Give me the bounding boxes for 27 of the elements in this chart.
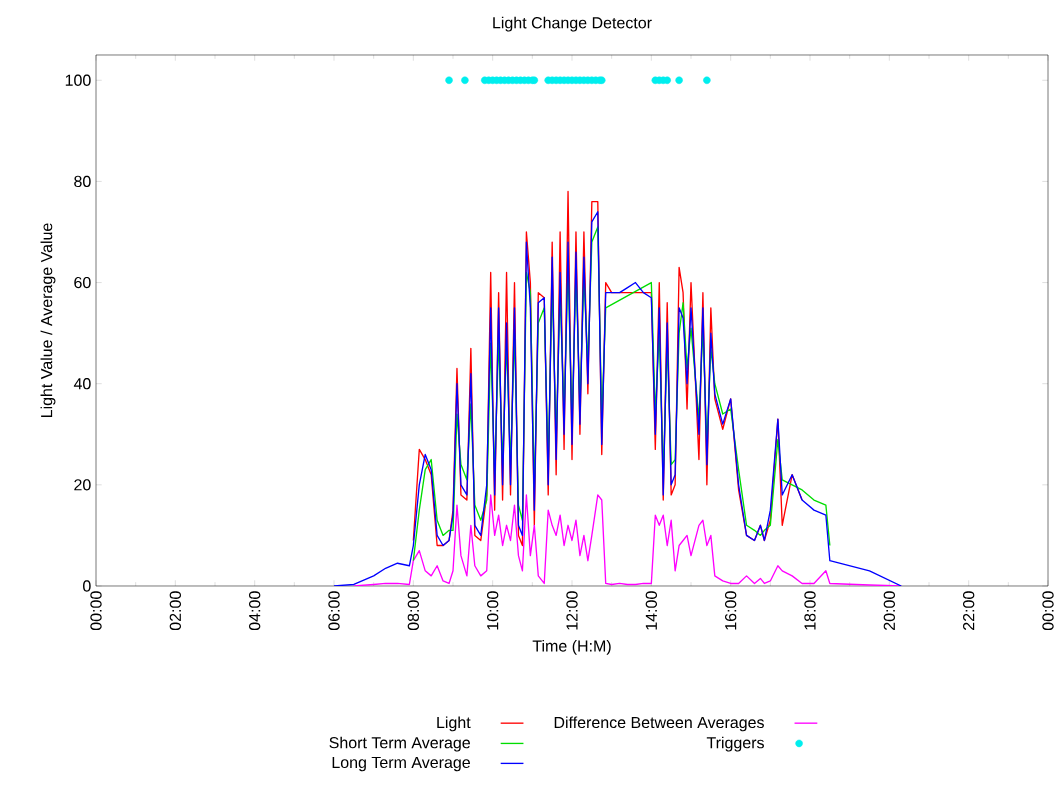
y-tick-label: 40	[73, 378, 91, 390]
legend-label: Light	[437, 716, 471, 732]
y-tick-label: 100	[65, 74, 91, 86]
x-tick-label: 12:00	[566, 591, 578, 630]
x-axis-title: Time (H:M)	[532, 639, 611, 655]
y-tick-label: 60	[74, 276, 91, 289]
y-tick-label: 80	[74, 175, 91, 188]
x-tick-label: 02:00	[169, 591, 181, 631]
x-tick-label: 14:00	[645, 591, 657, 630]
x-tick-label: 16:00	[725, 591, 737, 630]
chart-title: Light Change Detector	[493, 16, 652, 32]
x-tick-label: 00:00	[90, 591, 102, 631]
y-tick-label: 20	[74, 479, 91, 491]
x-tick-label: 10:00	[487, 591, 499, 630]
x-tick-label: 04:00	[249, 591, 261, 631]
x-tick-label: 20:00	[883, 591, 895, 630]
x-tick-label: 18:00	[804, 591, 816, 630]
x-tick-label: 00:00	[1042, 591, 1054, 631]
legend-label: Difference Between Averages	[554, 716, 764, 732]
x-tick-label: 22:00	[963, 591, 975, 630]
x-tick-label: 08:00	[407, 591, 419, 631]
legend-label: Short Term Average	[329, 736, 470, 752]
legend-label: Triggers	[706, 736, 764, 752]
legend-label: Long Term Average	[332, 756, 470, 772]
y-axis-title: Light Value / Average Value	[40, 223, 56, 418]
y-tick-label: 0	[83, 580, 91, 592]
x-tick-label: 06:00	[328, 591, 340, 631]
